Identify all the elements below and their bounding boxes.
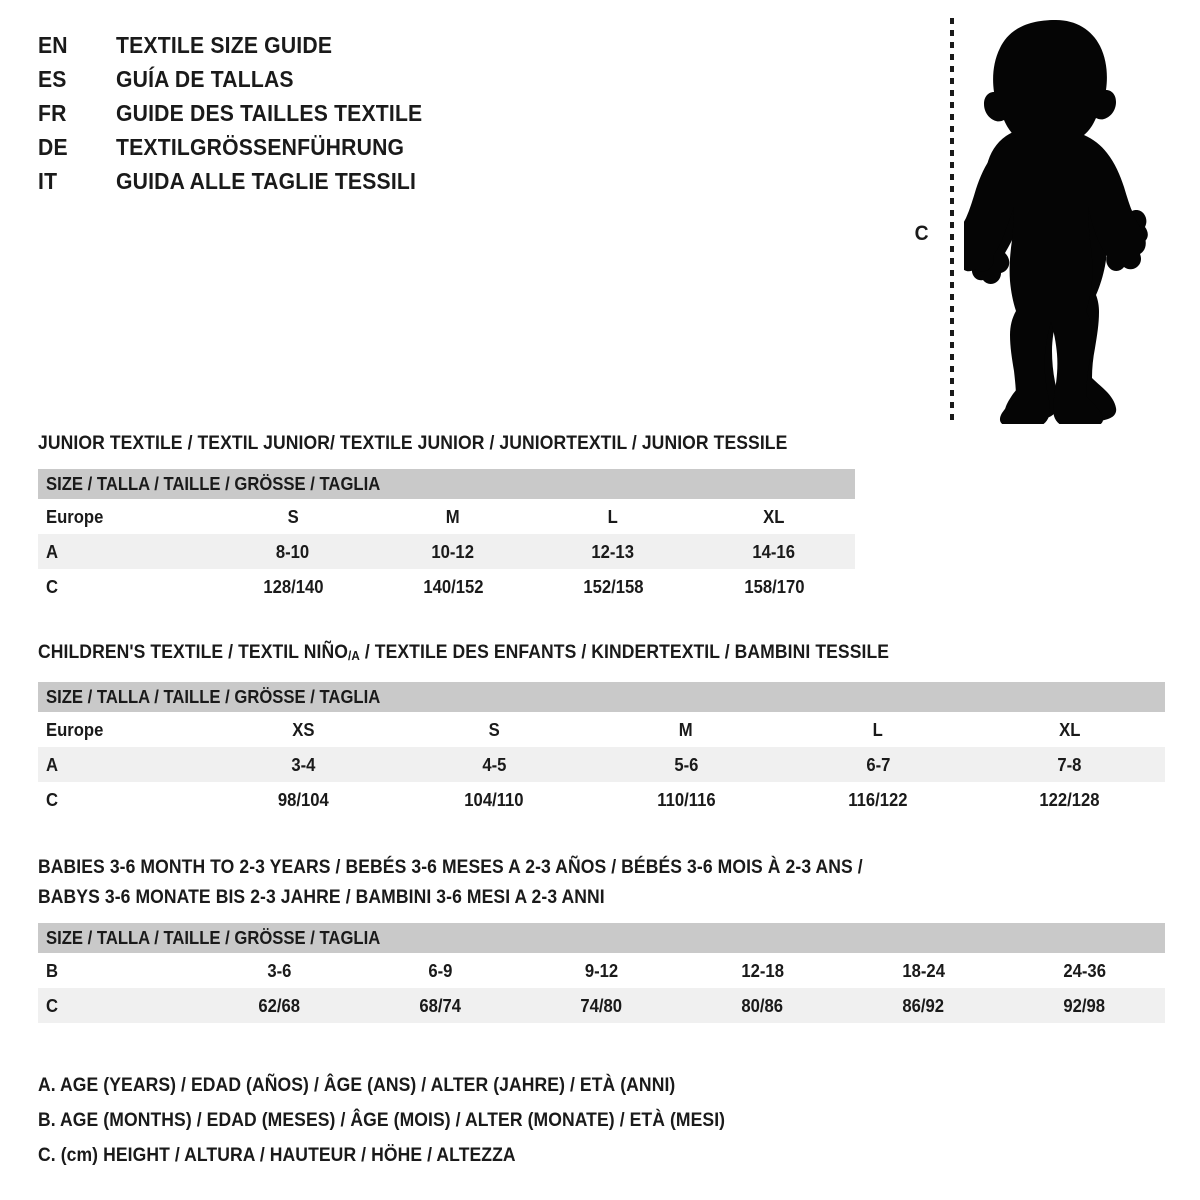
table-cell: 9-12: [521, 953, 682, 988]
language-row: ES GUÍA DE TALLAS: [38, 66, 558, 100]
table-cell: 140/152: [373, 569, 533, 604]
section-babies: BABIES 3-6 MONTH TO 2-3 YEARS / BEBÉS 3-…: [38, 852, 1166, 1023]
row-label: Europe: [38, 499, 213, 534]
legend-line-b: B. AGE (MONTHS) / EDAD (MESES) / ÂGE (MO…: [38, 1109, 726, 1131]
table-cell: 18-24: [843, 953, 1004, 988]
table-cell: 24-36: [1004, 953, 1166, 988]
table-cell: 12-18: [682, 953, 843, 988]
table-cell: 98/104: [208, 782, 398, 817]
table-row: B 3-6 6-9 9-12 12-18 18-24 24-36: [38, 953, 1166, 988]
section-children: CHILDREN'S TEXTILE / TEXTIL NIÑO/A / TEX…: [38, 637, 1166, 817]
section-title-babies-line2: BABYS 3-6 MONATE BIS 2-3 JAHRE / BAMBINI…: [38, 886, 605, 908]
table-cell: 74/80: [521, 988, 682, 1023]
table-cell: 122/128: [974, 782, 1166, 817]
table-cell: 7-8: [974, 747, 1166, 782]
table-cell: 62/68: [198, 988, 360, 1023]
table-cell: 10-12: [373, 534, 533, 569]
height-measurement-figure: C: [900, 10, 1180, 430]
table-cell: 14-16: [693, 534, 855, 569]
table-band-row: SIZE / TALLA / TAILLE / GRÖSSE / TAGLIA: [38, 469, 855, 499]
table-row: A 8-10 10-12 12-13 14-16: [38, 534, 855, 569]
row-label: B: [38, 953, 198, 988]
table-row: C 128/140 140/152 152/158 158/170: [38, 569, 855, 604]
junior-band-label: SIZE / TALLA / TAILLE / GRÖSSE / TAGLIA: [38, 469, 855, 499]
babies-band-label: SIZE / TALLA / TAILLE / GRÖSSE / TAGLIA: [38, 923, 1166, 953]
table-cell: 104/110: [398, 782, 590, 817]
table-cell: 3-4: [208, 747, 398, 782]
nino-subscript: /A: [347, 648, 360, 663]
language-code: DE: [38, 134, 68, 160]
table-cell: 5-6: [590, 747, 782, 782]
children-size-table: SIZE / TALLA / TAILLE / GRÖSSE / TAGLIA …: [38, 682, 1166, 817]
table-cell: 110/116: [590, 782, 782, 817]
table-cell: S: [213, 499, 373, 534]
table-cell: 4-5: [398, 747, 590, 782]
row-label: Europe: [38, 712, 208, 747]
table-cell: 12-13: [533, 534, 693, 569]
table-row: C 98/104 104/110 110/116 116/122 122/128: [38, 782, 1166, 817]
row-label: A: [38, 747, 208, 782]
table-cell: 8-10: [213, 534, 373, 569]
language-row: IT GUIDA ALLE TAGLIE TESSILI: [38, 168, 558, 202]
table-cell: 116/122: [782, 782, 974, 817]
table-cell: L: [533, 499, 693, 534]
language-title: TEXTILGRÖSSENFÜHRUNG: [116, 134, 405, 160]
table-row: A 3-4 4-5 5-6 6-7 7-8: [38, 747, 1166, 782]
language-code: ES: [38, 66, 67, 92]
language-title: TEXTILE SIZE GUIDE: [116, 32, 333, 58]
row-label: A: [38, 534, 213, 569]
table-cell: 3-6: [198, 953, 360, 988]
table-cell: 86/92: [843, 988, 1004, 1023]
table-cell: 152/158: [533, 569, 693, 604]
children-band-label: SIZE / TALLA / TAILLE / GRÖSSE / TAGLIA: [38, 682, 1166, 712]
section-title-children: CHILDREN'S TEXTILE / TEXTIL NIÑO/A / TEX…: [38, 641, 890, 663]
table-band-row: SIZE / TALLA / TAILLE / GRÖSSE / TAGLIA: [38, 682, 1166, 712]
table-cell: 158/170: [693, 569, 855, 604]
language-code: FR: [38, 100, 67, 126]
height-measure-label: C: [914, 222, 929, 245]
child-silhouette-icon: [964, 20, 1148, 424]
language-title: GUÍA DE TALLAS: [116, 66, 294, 92]
language-title-block: EN TEXTILE SIZE GUIDE ES GUÍA DE TALLAS …: [38, 32, 558, 202]
table-row: C 62/68 68/74 74/80 80/86 86/92 92/98: [38, 988, 1166, 1023]
table-cell: 92/98: [1004, 988, 1166, 1023]
table-cell: 6-7: [782, 747, 974, 782]
language-code: IT: [38, 168, 58, 194]
section-title-junior: JUNIOR TEXTILE / TEXTIL JUNIOR/ TEXTILE …: [38, 432, 788, 454]
language-title: GUIDA ALLE TAGLIE TESSILI: [116, 168, 417, 194]
legend-line-c: C. (cm) HEIGHT / ALTURA / HAUTEUR / HÖHE…: [38, 1144, 516, 1166]
table-cell: XS: [208, 712, 398, 747]
table-cell: M: [373, 499, 533, 534]
table-row: Europe XS S M L XL: [38, 712, 1166, 747]
row-label: C: [38, 988, 198, 1023]
table-cell: 68/74: [360, 988, 521, 1023]
section-junior: JUNIOR TEXTILE / TEXTIL JUNIOR/ TEXTILE …: [38, 428, 871, 604]
junior-size-table: SIZE / TALLA / TAILLE / GRÖSSE / TAGLIA …: [38, 469, 855, 604]
language-row: EN TEXTILE SIZE GUIDE: [38, 32, 558, 66]
table-cell: L: [782, 712, 974, 747]
table-cell: M: [590, 712, 782, 747]
language-row: DE TEXTILGRÖSSENFÜHRUNG: [38, 134, 558, 168]
table-row: Europe S M L XL: [38, 499, 855, 534]
height-dotted-line: [950, 18, 954, 424]
table-cell: 80/86: [682, 988, 843, 1023]
table-cell: XL: [974, 712, 1166, 747]
table-cell: 128/140: [213, 569, 373, 604]
table-cell: S: [398, 712, 590, 747]
table-cell: XL: [693, 499, 855, 534]
babies-size-table: SIZE / TALLA / TAILLE / GRÖSSE / TAGLIA …: [38, 923, 1166, 1023]
language-row: FR GUIDE DES TAILLES TEXTILE: [38, 100, 558, 134]
section-title-babies-line1: BABIES 3-6 MONTH TO 2-3 YEARS / BEBÉS 3-…: [38, 856, 863, 878]
table-cell: 6-9: [360, 953, 521, 988]
table-band-row: SIZE / TALLA / TAILLE / GRÖSSE / TAGLIA: [38, 923, 1166, 953]
language-title: GUIDE DES TAILLES TEXTILE: [116, 100, 423, 126]
row-label: C: [38, 782, 208, 817]
legend-block: A. AGE (YEARS) / EDAD (AÑOS) / ÂGE (ANS)…: [38, 1068, 938, 1173]
row-label: C: [38, 569, 213, 604]
legend-line-a: A. AGE (YEARS) / EDAD (AÑOS) / ÂGE (ANS)…: [38, 1074, 676, 1096]
language-code: EN: [38, 32, 68, 58]
